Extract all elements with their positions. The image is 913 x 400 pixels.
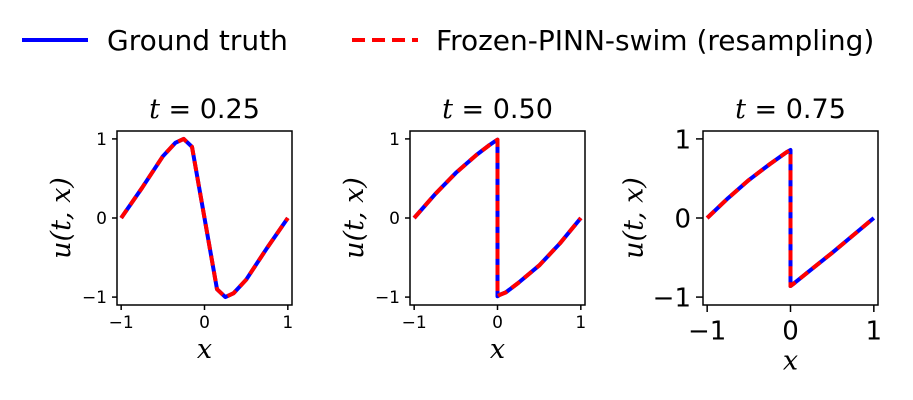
- x-axis-label: x: [490, 334, 505, 365]
- y-axis-label: u(t, x): [619, 177, 650, 259]
- y-tick-label: 1: [674, 125, 691, 155]
- x-tick-label: 0: [492, 313, 503, 333]
- y-tick-label: −1: [653, 283, 691, 313]
- series-line-frozen-pinn-1: [119, 136, 290, 300]
- subplot-title: t = 0.25: [149, 94, 260, 125]
- x-tick-label: −1: [402, 313, 427, 333]
- y-axis-label: u(t, x): [46, 177, 77, 259]
- x-tick-label: 0: [782, 316, 799, 346]
- x-axis-label: x: [197, 334, 212, 365]
- x-tick-label: 1: [575, 313, 586, 333]
- x-tick-label: 1: [282, 313, 293, 333]
- legend-label-frozen-pinn: Frozen-PINN-swim (resampling): [436, 24, 874, 57]
- y-tick-label: 1: [96, 130, 107, 150]
- y-axis-label: u(t, x): [339, 177, 370, 259]
- x-tick-label: 1: [866, 316, 883, 346]
- x-tick-label: 0: [199, 313, 210, 333]
- x-axis-label: x: [783, 345, 798, 376]
- y-tick-label: 1: [389, 130, 400, 150]
- series-line-frozen-pinn-2: [412, 137, 583, 299]
- y-tick-label: 0: [674, 204, 691, 234]
- subplot-3: −1 0 1 −1 0 1 t = 0.75 x u(t, x): [619, 94, 883, 376]
- y-tick-label: 0: [389, 209, 400, 229]
- subplot-title: t = 0.75: [735, 94, 846, 125]
- x-tick-label: −1: [688, 316, 726, 346]
- legend: Ground truth Frozen-PINN-swim (resamplin…: [22, 24, 874, 57]
- subplot-title: t = 0.50: [442, 94, 553, 125]
- subplot-2: −1 0 1 −1 0 1 t = 0.50 x u(t, x): [339, 94, 586, 365]
- subplot-1: −1 0 1 −1 0 1 t = 0.25 x u(t, x): [46, 94, 293, 365]
- y-tick-label: 0: [96, 209, 107, 229]
- series-line-frozen-pinn-3: [705, 147, 876, 289]
- y-tick-label: −1: [375, 288, 400, 308]
- legend-label-ground-truth: Ground truth: [107, 24, 288, 57]
- x-tick-label: −1: [109, 313, 134, 333]
- y-tick-label: −1: [82, 288, 107, 308]
